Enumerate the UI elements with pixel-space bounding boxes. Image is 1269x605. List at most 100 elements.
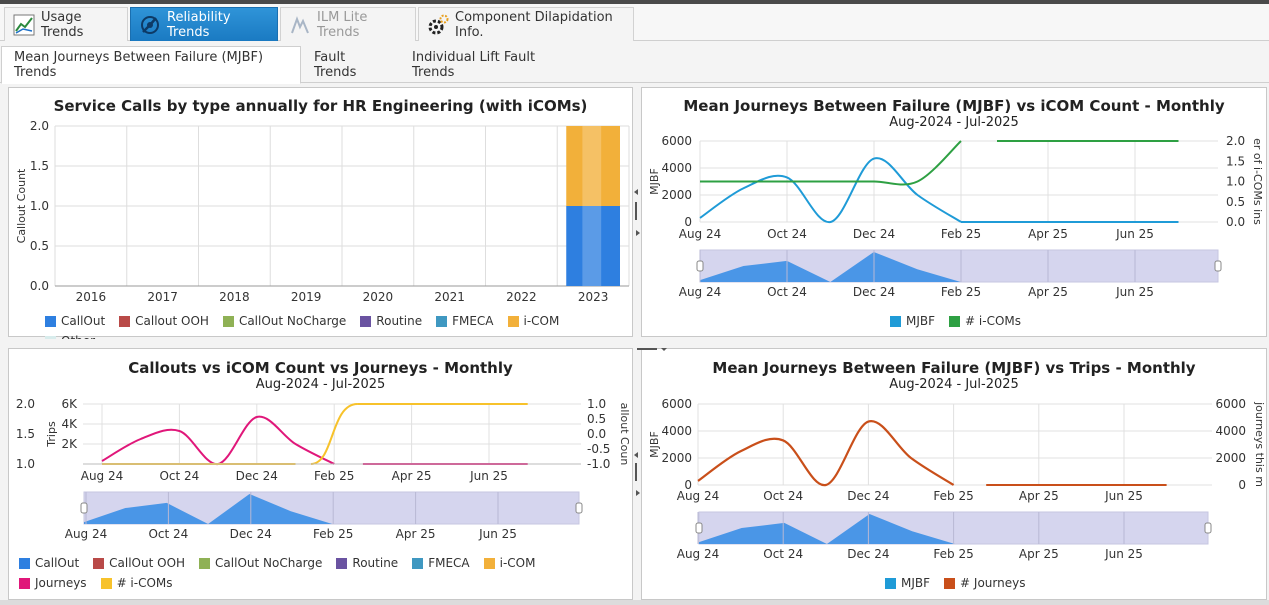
y-tick-label: 6000 (661, 397, 692, 411)
subtab-mjbf-trends[interactable]: Mean Journeys Between Failure (MJBF) Tre… (1, 46, 301, 84)
navigator-tick-label: Aug 24 (679, 285, 722, 299)
x-tick-label: Aug 24 (81, 469, 124, 483)
tab-reliability-trends[interactable]: Reliability Trends (130, 7, 278, 41)
y-tick-label: 6K (61, 397, 78, 411)
subtab-individual-lift-fault-trends-label: Individual Lift Fault Trends (412, 50, 536, 80)
legend-swatch (949, 315, 961, 327)
tab-component-dilapidation[interactable]: Component Dilapidation Info. (418, 7, 634, 41)
x-tick-label: 2023 (578, 290, 609, 304)
legend-label: # i-COMs (116, 576, 173, 590)
ilm-lite-icon (289, 14, 311, 36)
y-tick-label: 2K (61, 437, 78, 451)
subtab-mjbf-trends-label: Mean Journeys Between Failure (MJBF) Tre… (14, 50, 264, 80)
navigator-area (84, 494, 539, 524)
mjbf-trips-panel: Mean Journeys Between Failure (MJBF) vs … (641, 348, 1267, 600)
series-line-icoms (699, 140, 962, 186)
subtab-individual-lift-fault-trends[interactable]: Individual Lift Fault Trends (400, 46, 578, 84)
x-tick-label: 2016 (76, 290, 107, 304)
y-axis-label: Trips (45, 421, 58, 448)
navigator-handle (1204, 522, 1212, 534)
legend-item[interactable]: MJBF (890, 311, 935, 331)
x-tick-label: 2020 (363, 290, 394, 304)
x-tick-label: Dec 24 (236, 469, 278, 483)
y2-tick-label: 0 (1238, 478, 1246, 492)
legend-item[interactable]: Routine (360, 311, 422, 331)
legend-label: CallOut (35, 556, 80, 570)
legend-item[interactable]: CallOut OOH (93, 553, 185, 573)
navigator-tick-label: Feb 25 (313, 527, 353, 541)
legend-label: Routine (352, 556, 399, 570)
y-tick-label: 2.0 (30, 119, 49, 133)
chart-title: Mean Journeys Between Failure (MJBF) vs … (712, 359, 1196, 377)
splitter-grip-icon (634, 189, 640, 496)
x-tick-label: Feb 25 (314, 469, 354, 483)
y2-tick-label: 0.5 (587, 412, 606, 426)
usage-trends-icon (13, 14, 35, 36)
legend-swatch (45, 315, 56, 327)
legend-label: CallOut NoCharge (238, 314, 347, 328)
navigator-tick-label: Dec 24 (230, 527, 272, 541)
legend-item[interactable]: i-COM (507, 311, 559, 331)
y-axis-label: Callout Count (15, 168, 28, 243)
x-tick-label: Jun 25 (1104, 489, 1143, 503)
x-tick-label: Dec 24 (853, 227, 895, 241)
navigator-area (699, 514, 1168, 544)
vertical-splitter[interactable] (633, 86, 641, 601)
y2-axis-label: journeys this m (1253, 401, 1266, 487)
y2-axis-label: allout Coun (618, 403, 631, 466)
y-tick-label: 6000 (661, 134, 692, 148)
x-tick-label: 2017 (147, 290, 178, 304)
legend-swatch (222, 315, 234, 327)
legend-item[interactable]: Routine (336, 553, 398, 573)
legend-item[interactable]: CallOut (45, 311, 105, 331)
tab-ilm-lite-trends[interactable]: ILM Lite Trends (280, 7, 416, 41)
gears-icon (427, 14, 449, 36)
chart-subtitle: Aug-2024 - Jul-2025 (889, 115, 1019, 130)
legend-label: CallOut NoCharge (215, 556, 323, 570)
legend-swatch (944, 577, 956, 589)
legend-label: CallOut OOH (109, 556, 186, 570)
x-tick-label: Apr 25 (392, 469, 432, 483)
service-calls-panel: Service Calls by type annually for HR En… (8, 87, 633, 348)
reliability-trends-icon (139, 14, 161, 36)
mjbf-trips-chart: 0 2000 4000 6000 0 2000 4000 6000 MJBF journeys t… (648, 397, 1266, 561)
subtab-fault-trends[interactable]: Fault Trends (302, 46, 400, 84)
legend-swatch (19, 557, 30, 569)
legend-item[interactable]: FMECA (412, 553, 470, 573)
legend-item[interactable]: # i-COMs (949, 311, 1021, 331)
legend-item[interactable]: CallOut (19, 553, 79, 573)
x-tick-label: Jun 25 (1115, 227, 1154, 241)
legend-item[interactable]: FMECA (436, 311, 494, 331)
navigator-tick-label: Jun 25 (478, 527, 517, 541)
legend-item[interactable]: CallOut NoCharge (199, 553, 322, 573)
legend-item[interactable]: # i-COMs (100, 573, 173, 593)
x-tick-label: Oct 24 (767, 227, 807, 241)
legend-swatch (507, 315, 519, 327)
legend-swatch (890, 315, 901, 327)
y-axis-label: MJBF (648, 431, 661, 458)
y-tick-label: 0 (684, 478, 692, 492)
navigator-tick-label: Oct 24 (767, 285, 807, 299)
legend-item[interactable]: i-COM (483, 553, 535, 573)
y-tick-label: 1.5 (16, 427, 35, 441)
x-tick-label: Apr 25 (1028, 227, 1068, 241)
legend-item[interactable]: Callout OOH (119, 311, 209, 331)
legend-label: CallOut (61, 314, 106, 328)
legend-item[interactable]: # Journeys (944, 573, 1025, 593)
legend-swatch (199, 557, 211, 569)
legend-item[interactable]: MJBF (885, 573, 930, 593)
y2-tick-label: 0.0 (587, 427, 606, 441)
tab-usage-trends[interactable]: Usage Trends (4, 7, 128, 41)
horizontal-splitter[interactable] (0, 339, 1269, 351)
bar-highlight (582, 206, 602, 286)
legend-label: MJBF (906, 314, 936, 328)
bottom-scroll-strip[interactable] (0, 600, 1269, 605)
x-tick-label: Apr 25 (1019, 489, 1059, 503)
legend-item[interactable]: CallOut NoCharge (222, 311, 347, 331)
legend-label: # i-COMs (965, 314, 1021, 328)
legend-item[interactable]: Journeys (19, 573, 87, 593)
y-tick-label: 0 (684, 215, 692, 229)
legend-swatch (412, 557, 424, 569)
window-top-strip (0, 0, 1269, 4)
y2-tick-label: 1.5 (1226, 154, 1245, 168)
